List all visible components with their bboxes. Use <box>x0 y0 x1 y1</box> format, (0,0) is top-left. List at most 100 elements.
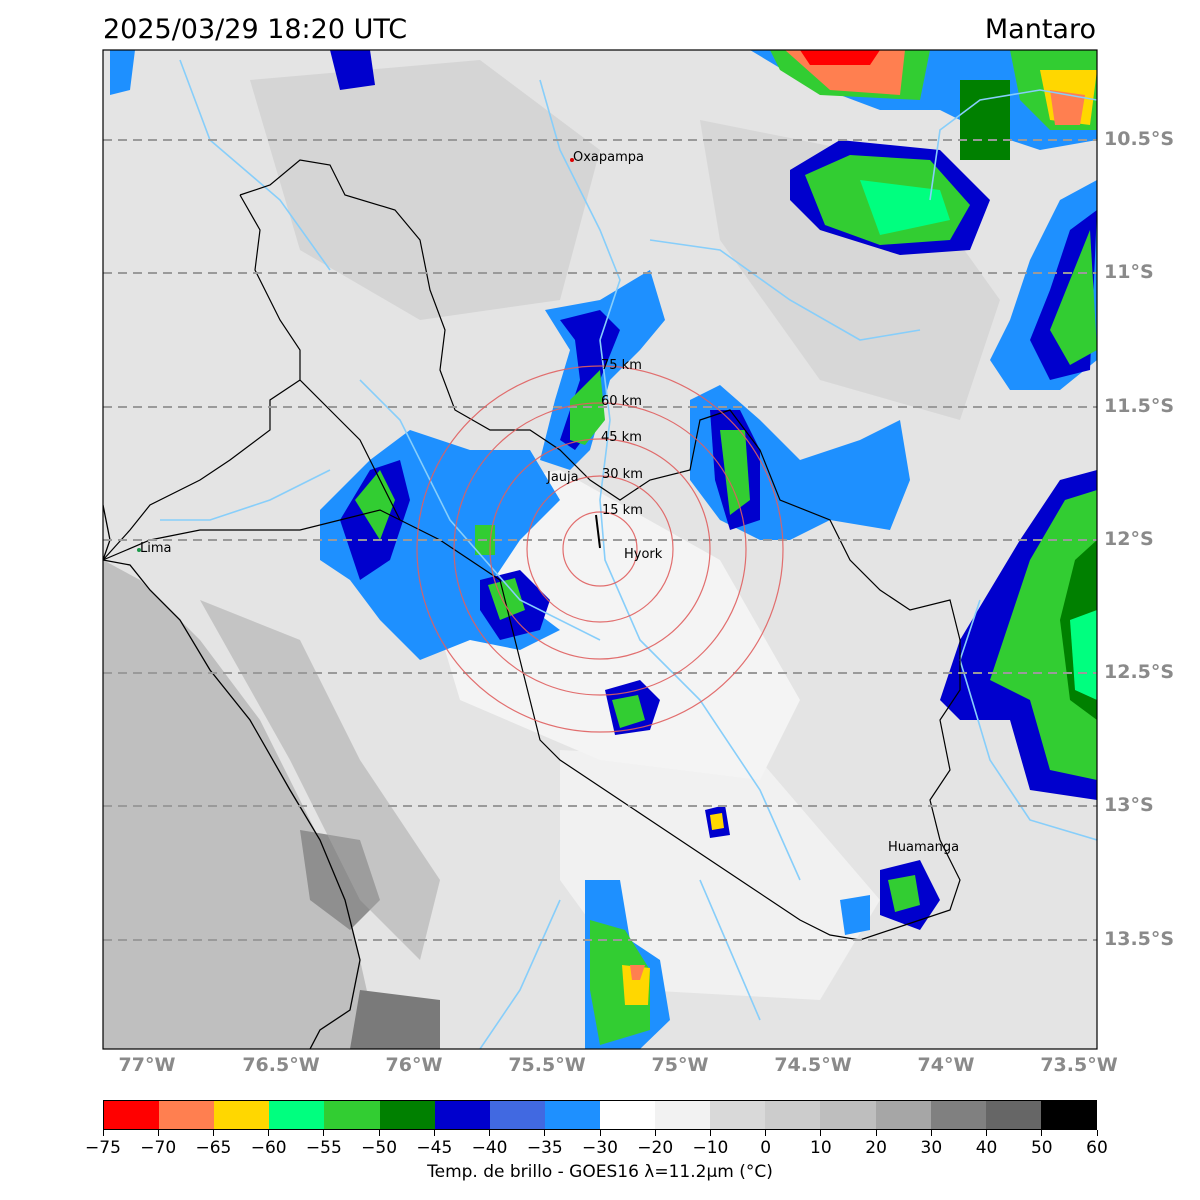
colorbar-tick-label: 40 <box>975 1138 998 1158</box>
colorbar-tick <box>930 1130 932 1136</box>
lon-label-74-5w: 74.5°W <box>774 1054 852 1076</box>
lon-label-76w: 76°W <box>385 1054 443 1076</box>
satellite-map: 15 km 30 km 45 km 60 km 75 km Oxapampa J… <box>102 49 1098 1050</box>
map-datetime: 2025/03/29 18:20 UTC <box>103 14 408 45</box>
colorbar-segment <box>214 1101 270 1129</box>
colorbar-tick <box>1096 1130 1098 1136</box>
range-rings <box>416 365 784 733</box>
colorbar-tick <box>157 1130 159 1136</box>
radar-marker <box>595 514 601 549</box>
colorbar-tick-label: 10 <box>810 1138 832 1158</box>
colorbar-tick-label: −10 <box>692 1138 729 1158</box>
map-region-title: Mantaro <box>984 14 1096 45</box>
lat-label-12-5s: 12.5°S <box>1104 661 1175 683</box>
colorbar-tick-label: −20 <box>637 1138 674 1158</box>
colorbar-segment <box>765 1101 821 1129</box>
colorbar-tick-label: −65 <box>195 1138 232 1158</box>
colorbar-tick-label: −30 <box>582 1138 618 1158</box>
place-label-huamanga: Huamanga <box>888 840 959 855</box>
colorbar-segment <box>489 1101 545 1129</box>
colorbar-tick <box>765 1130 767 1136</box>
colorbar-tick-label: 0 <box>760 1138 772 1158</box>
coastal-dark-patch-2 <box>350 990 440 1049</box>
colorbar-tick <box>489 1130 491 1136</box>
ring-label-15km: 15 km <box>602 503 643 518</box>
colorbar-tick <box>433 1130 435 1136</box>
ring-label-45km: 45 km <box>601 430 642 445</box>
range-ring-30km <box>526 475 674 623</box>
grey-cloud-area <box>250 60 600 320</box>
colorbar-tick-label: 50 <box>1030 1138 1053 1158</box>
colorbar-segment <box>655 1101 711 1129</box>
colorbar-title: Temp. de brillo - GOES16 λ=11.2μm (°C) <box>427 1162 773 1182</box>
colorbar-segment <box>159 1101 215 1129</box>
colorbar-tick <box>268 1130 270 1136</box>
temperature-colorbar <box>103 1100 1097 1130</box>
colorbar-tick <box>599 1130 601 1136</box>
colorbar-tick <box>212 1130 214 1136</box>
ring-label-75km: 75 km <box>601 358 642 373</box>
place-label-oxapampa: Oxapampa <box>573 150 644 165</box>
colorbar-tick-label: −35 <box>526 1138 563 1158</box>
place-label-jauja: Jauja <box>546 470 579 485</box>
colorbar-tick <box>820 1130 822 1136</box>
colorbar-tick-label: −55 <box>305 1138 342 1158</box>
colorbar-tick-label: −70 <box>140 1138 177 1158</box>
range-ring-75km <box>416 365 784 733</box>
rivers <box>160 59 1097 1049</box>
colorbar-tick <box>709 1130 711 1136</box>
colorbar-tick-label: −40 <box>471 1138 508 1158</box>
colorbar-segment <box>544 1101 600 1129</box>
colorbar-tick <box>875 1130 877 1136</box>
range-ring-45km <box>489 438 711 660</box>
lon-label-74w: 74°W <box>917 1054 975 1076</box>
colorbar-segment <box>985 1101 1041 1129</box>
colorbar-segment <box>820 1101 876 1129</box>
colorbar-tick <box>544 1130 546 1136</box>
colorbar-tick <box>654 1130 656 1136</box>
colorbar-tick-label: −60 <box>250 1138 287 1158</box>
range-ring-15km <box>562 511 638 587</box>
colorbar-tick-label: 20 <box>865 1138 887 1158</box>
colorbar-segment <box>930 1101 986 1129</box>
colorbar-segment <box>1040 1101 1096 1129</box>
basin-boundary <box>103 159 961 941</box>
place-label-lima: Lima <box>140 541 171 556</box>
lat-label-10-5s: 10.5°S <box>1104 128 1175 150</box>
lon-label-76-5w: 76.5°W <box>242 1054 320 1076</box>
colorbar-segment <box>324 1101 380 1129</box>
colorbar-segment <box>599 1101 656 1129</box>
colorbar-segment <box>104 1101 160 1129</box>
lima-marker <box>137 548 141 552</box>
colorbar-tick <box>1041 1130 1043 1136</box>
colorbar-tick <box>102 1130 104 1136</box>
coastal-mid-band <box>200 600 440 960</box>
colorbar-tick <box>986 1130 988 1136</box>
oxapampa-marker <box>570 158 574 162</box>
colorbar-segment <box>875 1101 931 1129</box>
colorbar-tick-label: 60 <box>1086 1138 1108 1158</box>
lat-label-11-5s: 11.5°S <box>1104 395 1175 417</box>
lat-label-12s: 12°S <box>1104 528 1154 550</box>
colorbar-tick-label: −50 <box>361 1138 398 1158</box>
colorbar-segment <box>710 1101 766 1129</box>
lon-label-75-5w: 75.5°W <box>508 1054 586 1076</box>
ring-label-30km: 30 km <box>602 467 643 482</box>
coastline <box>103 504 361 1049</box>
colorbar-tick-label: −45 <box>416 1138 453 1158</box>
colorbar-tick <box>378 1130 380 1136</box>
colorbar-tick <box>323 1130 325 1136</box>
lon-label-73-5w: 73.5°W <box>1040 1054 1118 1076</box>
colorbar-tick-label: −75 <box>85 1138 121 1158</box>
coastal-zone <box>103 560 380 1049</box>
lon-label-77w: 77°W <box>118 1054 176 1076</box>
colorbar-segment <box>434 1101 490 1129</box>
lat-label-13-5s: 13.5°S <box>1104 928 1175 950</box>
latitude-gridlines <box>103 139 1097 941</box>
light-cloud-area-2 <box>560 750 880 1000</box>
colorbar-segment <box>379 1101 435 1129</box>
range-ring-60km <box>453 402 747 696</box>
colorbar-tick-label: 30 <box>920 1138 943 1158</box>
map-frame <box>102 49 1098 1050</box>
cold-cloud-top-left <box>330 50 375 90</box>
